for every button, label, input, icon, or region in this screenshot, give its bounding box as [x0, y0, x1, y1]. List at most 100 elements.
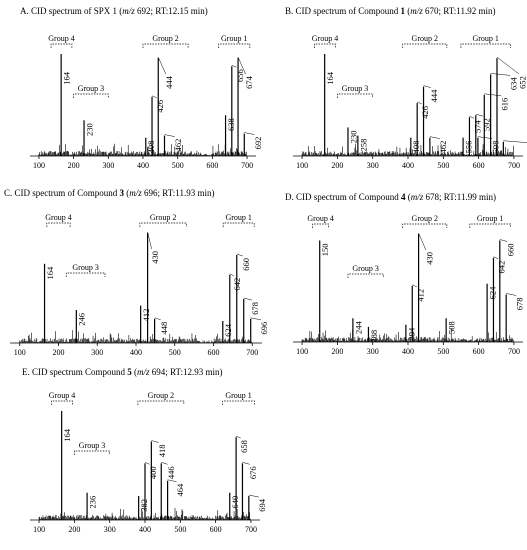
- group-bracket: Group 3: [65, 263, 106, 277]
- group-label: Group 2: [412, 214, 438, 223]
- peak-label: 246: [77, 313, 87, 326]
- peak-label: 446: [166, 466, 176, 479]
- x-tick-label: 300: [104, 525, 116, 534]
- peak-leader: [164, 134, 175, 137]
- peak-leader: [154, 317, 161, 321]
- noise-baseline: [19, 330, 252, 343]
- peak-label: 574: [472, 119, 482, 132]
- x-tick-label: 300: [102, 161, 114, 170]
- peak-label: 230: [84, 123, 94, 136]
- x-tick-label: 700: [508, 161, 520, 170]
- panel-title-e: E. CID spectrum Compound 5 (m/z 694; RT:…: [22, 367, 223, 377]
- peak-leader: [236, 253, 243, 257]
- x-tick-label: 100: [14, 348, 26, 357]
- peak-leader: [248, 494, 259, 498]
- x-tick-label: 200: [68, 525, 80, 534]
- peak-label: 150: [320, 243, 330, 256]
- x-tick-label: 100: [296, 161, 308, 170]
- peak-label: 258: [358, 139, 368, 152]
- peak-leader: [423, 85, 431, 88]
- x-tick-label: 100: [33, 161, 45, 170]
- peak-leader: [503, 140, 527, 143]
- peak-label: 656: [235, 69, 245, 82]
- peak-label: 640: [230, 496, 240, 509]
- group-label: Group 4: [307, 214, 333, 223]
- peak-label: 430: [150, 251, 160, 264]
- group-label: Group 2: [150, 213, 176, 222]
- peak-leader: [161, 462, 168, 465]
- panel-title-a: A. CID spectrum of SPX 1 (m/z 692; RT:12…: [20, 6, 208, 16]
- x-tick-label: 500: [437, 161, 449, 170]
- peak-leader: [496, 56, 520, 75]
- spectrum-panel-a: A. CID spectrum of SPX 1 (m/z 692; RT:12…: [20, 6, 263, 184]
- group-label: Group 1: [221, 34, 247, 43]
- spectrum-panel-c: C. CID spectrum of Compound 3 (m/z 696; …: [4, 188, 269, 363]
- peak-label: 164: [62, 428, 72, 442]
- peak-leader: [158, 56, 167, 75]
- peak-label: 592: [481, 118, 491, 131]
- peak-label: 244: [353, 320, 363, 334]
- x-tick-label: 500: [437, 347, 449, 356]
- x-tick-label: 600: [473, 347, 485, 356]
- peak-label: 426: [420, 106, 430, 119]
- x-tick-label: 200: [53, 348, 65, 357]
- group-label: Group 3: [78, 84, 104, 93]
- group-bracket: Group 1: [218, 34, 251, 48]
- peak-leader: [147, 231, 152, 250]
- peak-label: 408: [411, 141, 421, 154]
- peak-leader: [490, 73, 511, 76]
- peak-label: 652: [517, 76, 527, 89]
- group-label: Group 1: [472, 34, 498, 43]
- group-label: Group 3: [79, 441, 105, 450]
- peak-leader: [242, 462, 250, 465]
- x-tick-label: 400: [402, 347, 414, 356]
- peak-label: 412: [141, 309, 151, 322]
- peak-leader: [475, 113, 484, 117]
- group-label: Group 2: [412, 34, 438, 43]
- x-tick-label: 300: [367, 347, 379, 356]
- peak-label: 694: [257, 498, 267, 512]
- x-tick-label: 400: [402, 161, 414, 170]
- peak-label: 462: [173, 139, 183, 152]
- x-tick-label: 200: [68, 161, 80, 170]
- peak-label: 638: [226, 118, 236, 131]
- group-label: Group 2: [148, 391, 174, 400]
- peak-label: 164: [45, 266, 55, 280]
- peak-label: 464: [175, 483, 185, 497]
- group-label: Group 3: [342, 84, 368, 93]
- panel-title-d: D. CID spectrum of Compound 4 (m/z 678; …: [285, 192, 496, 202]
- peak-leader: [499, 239, 508, 242]
- peak-label: 444: [164, 75, 174, 89]
- group-bracket: Group 3: [73, 84, 109, 98]
- x-tick-label: 700: [241, 161, 253, 170]
- x-tick-label: 500: [172, 161, 184, 170]
- group-label: Group 4: [49, 391, 75, 400]
- peak-leader: [429, 136, 440, 139]
- peak-label: 444: [429, 89, 439, 103]
- spectrum-plot-c: 100 200 300 400 500 600 700 Group 4 Group 3 Group…: [10, 213, 269, 357]
- peak-label: 696: [259, 322, 269, 335]
- x-tick-label: 300: [91, 348, 103, 357]
- group-bracket: Group 2: [139, 213, 187, 227]
- peak-label: 394: [406, 327, 416, 341]
- x-tick-label: 200: [331, 161, 343, 170]
- x-tick-label: 100: [33, 525, 45, 534]
- peak-leader: [151, 440, 159, 443]
- peak-leader: [417, 101, 422, 105]
- spectrum-panel-b: B. CID spectrum of Compound 1 (m/z 670; …: [285, 6, 527, 184]
- x-tick-label: 200: [331, 347, 343, 356]
- peak-leader: [244, 132, 255, 135]
- peak-label: 674: [244, 75, 254, 89]
- x-tick-label: 500: [174, 525, 186, 534]
- group-bracket: Group 1: [460, 34, 511, 48]
- group-label: Group 4: [45, 213, 71, 222]
- peak-leader: [469, 116, 475, 119]
- x-tick-label: 100: [296, 347, 308, 356]
- peak-label: 660: [241, 258, 251, 271]
- group-label: Group 3: [72, 263, 98, 272]
- x-tick-label: 700: [245, 525, 257, 534]
- group-label: Group 4: [312, 34, 338, 43]
- x-tick-label: 600: [206, 161, 218, 170]
- peak-label: 426: [155, 100, 165, 113]
- group-bracket: Group 3: [74, 441, 111, 455]
